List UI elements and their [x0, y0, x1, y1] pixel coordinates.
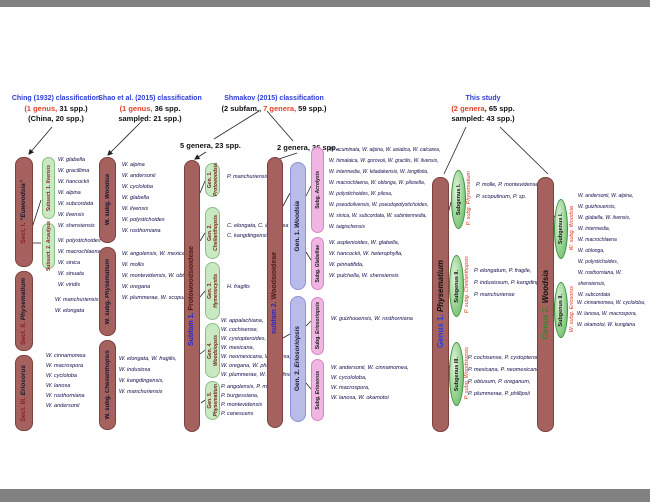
ching-header: Ching (1932) classification (1 genus, 31… — [10, 94, 102, 124]
shmakov-subg-acrolysis-label: Subg. Acrolysis — [314, 171, 321, 209]
shmakov-eriosoriopsis-species: W. guizhouensis, W. rosthorniana — [331, 316, 413, 322]
shmakov-eriosorus-species: W. andersonii, W. cinnamomea, W. cycolol… — [331, 365, 409, 401]
shmakov-subg-acrolysis-bar: Subg. Acrolysis — [311, 147, 324, 233]
shao-count: (1 genus, 36 spp. — [119, 104, 181, 113]
study-g1-subgenus3-species: P. cochisense, P. cystopteroides, P. mex… — [468, 355, 548, 397]
shmakov-woodsia-genus-label: Gen. 1. Woodsia — [294, 200, 301, 252]
shmakov-subfam1-label: Subfam 1. Protowoodsioideae — [188, 246, 195, 346]
study-g1-subgenus1-species: P. molle, P. montevidense, P. scopulinum… — [476, 182, 541, 200]
shmakov-subg-glabellae-bar: Subg. Glabellae — [311, 237, 324, 290]
study-g1-subgenus3-ellipse: Subgenus III. — [449, 342, 464, 406]
ching-subsect2-label: Subsect. 2. Acaulyus — [45, 220, 52, 272]
bottom-border-strip — [0, 489, 650, 502]
study-genus2-label: Genus 2. Woodsia — [540, 269, 550, 340]
shao-subg-physematium-bar: W. subg. Physematium — [99, 247, 116, 336]
ching-sect1-label: Sect. I. “Euwoodsia” — [20, 180, 27, 244]
shmakov-gen4-label: Gen. 4. Woodsiopsis — [206, 334, 219, 367]
shmakov-eriosoriopsis-genus-bar: Gen. 2. Eriosoriopsis — [290, 296, 306, 422]
shao-header: Shao et al. (2015) classification (1 gen… — [98, 94, 202, 124]
shmakov-gen5-label: Gen. 5. Physematium — [206, 384, 219, 417]
top-border-strip — [0, 0, 650, 7]
ching-sect2-species: W. manchuriensis W. elongata — [55, 297, 99, 314]
shmakov-gen2-label: Gen. 2. Cheilanthopsis — [206, 215, 219, 251]
shmakov-left-count: 5 genera, 23 spp. — [180, 141, 241, 150]
shmakov-subg-eriosoriopsis-label: Subg. Eriosoriopsis — [314, 302, 321, 350]
shao-subg-cheilanthopsis-bar: W. subg. Cheilanthopsis — [99, 340, 116, 430]
study-g1-subgenus2-species: P. elongatum, P. fragile, P. indusiosum,… — [474, 268, 553, 298]
study-g1-subgenus1-name: P. subg. Physematium — [466, 171, 472, 226]
ching-sect2-bar: Sect. II. Physematium — [15, 271, 33, 351]
shmakov-gen3-species: H. fragilis — [227, 284, 250, 290]
shmakov-right-count: 2 genera, 36 spp. — [277, 143, 338, 152]
study-count: (2 genera, 65 spp. — [451, 104, 515, 113]
study-g1-subgenus2-name: P. subg. Cheilanthopsis — [464, 256, 470, 314]
shmakov-gen1-label: Gen. 1. Protowoodsia — [206, 163, 219, 197]
ching-subsect2-bar: Subsect. 2. Acaulyus — [42, 220, 55, 272]
shmakov-subg-eriosorus-bar: Subg. Eriosorus — [311, 359, 324, 421]
study-g2-subgenus1-species: W. andersonii, W. alpina, W. guizhouensi… — [578, 193, 634, 298]
shao-cheilanthopsis-species: W. elongata, W. fragilis, W. indusiosa W… — [119, 356, 177, 395]
shao-subg-woodsia-label: W. subg. Woodsia — [104, 174, 111, 226]
shmakov-subg-eriosorus-label: Subg. Eriosorus — [314, 370, 321, 410]
shmakov-gen3-bar: Gen. 3. Hymenocystis — [205, 262, 220, 320]
ching-count-china: (China, 20 spp.) — [28, 114, 84, 123]
study-title: This study — [465, 95, 501, 102]
ching-subsect1-species: W. glabella W. gracillima W. hancockii W… — [58, 157, 95, 229]
ching-sect3-label: Sect. III. Eriosorus — [20, 364, 27, 422]
shmakov-header: Shmakov (2015) classification (2 subfam.… — [212, 94, 336, 114]
shao-subg-woodsia-bar: W. subg. Woodsia — [99, 157, 116, 243]
shmakov-gen1-species: P. manchuriensis — [227, 174, 269, 180]
shmakov-glabellae-species: W. asplenioides, W. glabella, W. hancock… — [329, 240, 403, 279]
shmakov-gen3-label: Gen. 3. Hymenocystis — [206, 274, 219, 308]
study-genus1-label: Genus 1. Physematium — [435, 260, 445, 349]
study-g2-subgenus1-ellipse: Subgenus I. — [554, 199, 568, 259]
study-g2-subgenus2-species: W. cinnamomea, W. cycloloba, W. lanosa, … — [577, 300, 646, 328]
shao-sampled: sampled: 21 spp.) — [118, 114, 182, 123]
ching-subsect1-label: Subsect. 1. Ilvensis — [45, 164, 52, 212]
shmakov-eriosoriopsis-genus-label: Gen. 2. Eriosoriopsis — [294, 326, 301, 392]
shmakov-gen4-bar: Gen. 4. Woodsiopsis — [205, 323, 220, 378]
study-g1-subgenus1-ellipse: Subgenus I. — [451, 170, 466, 229]
shmakov-subfam1-bar: Subfam 1. Protowoodsioideae — [184, 160, 200, 432]
shmakov-gen1-bar: Gen. 1. Protowoodsia — [205, 163, 220, 197]
shmakov-subfam2-bar: subfam 2. Woodsioideae — [267, 157, 283, 428]
study-g1-subgenus2-ellipse: Subgenus II. — [449, 255, 464, 317]
shmakov-acrolysis-species: W. acuminata, W. alpina, W. asiatica, W.… — [329, 147, 441, 230]
shmakov-subg-eriosoriopsis-bar: Subg. Eriosoriopsis — [311, 297, 324, 355]
study-genus1-bar: Genus 1. Physematium — [432, 177, 449, 432]
shao-title: Shao et al. (2015) classification — [98, 95, 202, 102]
ching-sect1-bar: Sect. I. “Euwoodsia” — [15, 157, 33, 267]
study-sampled: sampled: 43 spp.) — [451, 114, 515, 123]
shao-physematium-species: W. angolensis, W. mexicana W. mollis W. … — [122, 251, 194, 301]
shmakov-woodsia-genus-bar: Gen. 1. Woodsia — [290, 162, 306, 290]
study-header: This study (2 genera, 65 spp. sampled: 4… — [428, 94, 538, 124]
ching-sect3-bar: Sect. III. Eriosorus — [15, 355, 33, 431]
study-g2-subgenus1-name: W. subg. Woodsia — [569, 205, 575, 251]
shmakov-title: Shmakov (2015) classification — [224, 95, 324, 102]
shao-subg-cheilanthopsis-label: W. subg. Cheilanthopsis — [104, 350, 111, 420]
shmakov-gen5-bar: Gen. 5. Physematium — [205, 381, 220, 420]
ching-count: (1 genus, 31 spp.) — [24, 104, 88, 113]
shmakov-count: (2 subfam., 7 genera, 59 spp.) — [221, 104, 327, 113]
shmakov-subfam2-label: subfam 2. Woodsioideae — [271, 251, 278, 334]
shmakov-gen2-bar: Gen. 2. Cheilanthopsis — [205, 207, 220, 259]
study-g2-subgenus2-name: W. subg. Eriosorus — [569, 285, 575, 333]
study-genus2-bar: Genus 2. Woodsia — [537, 177, 554, 432]
shao-subg-physematium-label: W. subg. Physematium — [104, 258, 111, 325]
ching-sect3-species: W. cinnamomea W. macrospora W. cycloloba… — [46, 353, 86, 409]
study-g2-subgenus2-ellipse: Subgenus II. — [554, 282, 568, 338]
shmakov-subg-glabellae-label: Subg. Glabellae — [314, 244, 321, 283]
ching-subsect2-species: W. polystichoides W. macrochlaena W. sin… — [58, 238, 101, 288]
ching-subsect1-bar: Subsect. 1. Ilvensis — [42, 157, 55, 219]
shao-woodsia-species: W. alpina W. andersonii W. cycloloba W. … — [122, 162, 165, 234]
ching-title: Ching (1932) classification — [11, 95, 101, 102]
ching-sect2-label: Sect. II. Physematium — [20, 277, 27, 345]
